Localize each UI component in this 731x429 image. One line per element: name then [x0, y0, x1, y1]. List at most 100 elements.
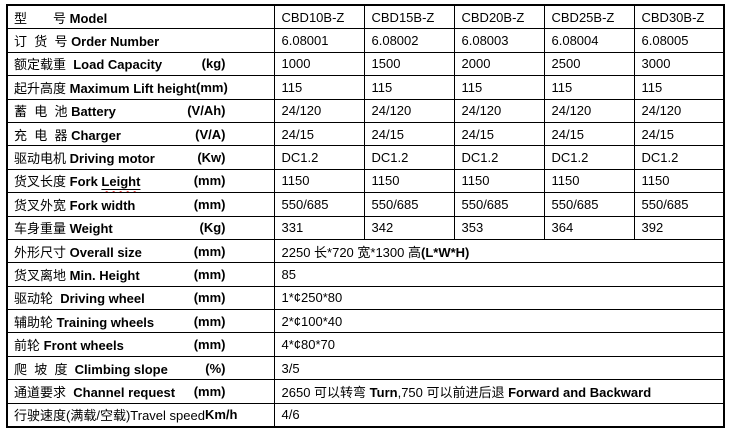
row-label-cell: 行驶速度(满载/空载)Travel speed Km/h — [6, 402, 275, 428]
spec-span-segment: 2650 可以转弯 — [281, 384, 370, 400]
row-label-cell: 前轮 Front wheels (mm) — [6, 332, 275, 357]
row-label: 爬 坡 度 Climbing slope — [14, 359, 168, 378]
row-label: 货叉长度 Fork Leight — [14, 171, 140, 190]
table-row: 行驶速度(满载/空载)Travel speed Km/h 4/6 — [6, 402, 725, 428]
row-label: 车身重量 Weight — [14, 218, 113, 237]
spec-span-cell: 3/5 — [273, 355, 725, 381]
row-label-en: Leight — [101, 174, 140, 189]
row-label-en: Load Capacity — [73, 57, 163, 73]
row-label-cell: 充 电 器 Charger (V/A) — [6, 121, 275, 147]
spec-value-cell: DC1.2 — [633, 145, 725, 170]
row-label-zh: 蓄 电 池 — [14, 104, 72, 120]
spec-span-segment: ,750 可以前进后退 — [397, 384, 509, 400]
row-label-en: Driving motor — [69, 151, 155, 167]
spec-value-cell: 331 — [273, 215, 365, 240]
row-label: 充 电 器 Charger — [14, 125, 121, 144]
spec-value-cell: 1000 — [273, 51, 365, 77]
row-label-wrap: 货叉离地 Min. Height (mm) — [14, 265, 273, 284]
spec-value-cell: 24/120 — [453, 98, 545, 123]
spec-value-cell: 24/15 — [273, 121, 365, 147]
spec-value-cell: 115 — [543, 75, 635, 100]
row-label-zh: 辅助轮 — [14, 314, 57, 330]
row-unit-label: (Kg) — [199, 220, 226, 236]
spec-span-segment: (L*W*H) — [420, 244, 470, 260]
table-row: 蓄 电 池 Battery (V/Ah) 24/120 24/120 24/120 24/… — [6, 98, 725, 123]
row-label-en: Min. Height — [69, 267, 140, 283]
row-label-en: Charger — [71, 127, 121, 143]
spec-span-cell: 2250 长*720 宽*1300 高(L*W*H) — [273, 238, 725, 264]
row-label-en: Fork — [69, 174, 102, 190]
row-label-wrap: 型 号 Model — [14, 8, 273, 27]
spec-value-cell: 6.08005 — [633, 28, 725, 53]
row-label: 行驶速度(满载/空载)Travel speed — [14, 405, 205, 424]
row-label-zh: 驱动电机 — [14, 151, 70, 167]
row-label-zh: 货叉外宽 — [14, 197, 70, 213]
spec-value-cell: 1500 — [363, 51, 455, 77]
table-row: 额定载重 Load Capacity (kg) 1000 1500 2000 2500 30… — [6, 51, 725, 77]
table-row: 前轮 Front wheels (mm) 4*¢80*70 — [6, 332, 725, 357]
table-row: 货叉长度 Fork Leight (mm) 1150 1150 1150 1150 1150 — [6, 168, 725, 194]
row-label-cell: 货叉长度 Fork Leight (mm) — [6, 168, 275, 194]
row-label-en: Maximum Lift height — [69, 80, 197, 96]
row-unit-label: (mm) — [193, 173, 226, 189]
row-label-zh: 爬 坡 度 — [14, 361, 75, 377]
row-label-cell: 货叉外宽 Fork width (mm) — [6, 192, 275, 217]
row-unit-label: (Kw) — [197, 150, 226, 166]
row-label-en: Overall size — [69, 244, 142, 260]
row-label-zh: 行驶速度(满载/空载) — [14, 408, 131, 424]
spec-value-cell: 6.08002 — [363, 28, 455, 53]
row-unit-label: (%) — [205, 360, 226, 376]
row-label: 额定载重 Load Capacity — [14, 54, 162, 73]
row-label-en: Channel request — [73, 384, 176, 400]
spec-value-cell: DC1.2 — [363, 145, 455, 170]
spec-span-cell: 2650 可以转弯 Turn,750 可以前进后退 Forward and Ba… — [273, 379, 725, 404]
spec-value-cell: 550/685 — [543, 192, 635, 217]
row-unit-label: (mm) — [193, 337, 226, 353]
spec-value-cell: 1150 — [633, 168, 725, 194]
spec-value-cell: 24/120 — [273, 98, 365, 123]
spec-value-cell: DC1.2 — [543, 145, 635, 170]
spec-span-cell: 4/6 — [273, 402, 725, 428]
row-label: 通道要求 Channel request — [14, 382, 175, 401]
spec-span-segment: Turn — [369, 384, 398, 400]
row-label-cell: 货叉离地 Min. Height (mm) — [6, 262, 275, 287]
row-label-cell: 爬 坡 度 Climbing slope (%) — [6, 355, 275, 381]
misspelled-word: Leight — [101, 174, 140, 189]
spec-value-cell: 6.08003 — [453, 28, 545, 53]
spec-value-cell: 550/685 — [633, 192, 725, 217]
row-label-cell: 辅助轮 Training wheels (mm) — [6, 309, 275, 334]
row-unit-label: (V/Ah) — [187, 103, 226, 119]
spec-span-segment: 3/5 — [281, 360, 300, 376]
row-label-en: Driving wheel — [60, 291, 145, 307]
spec-value-cell: 2500 — [543, 51, 635, 77]
row-label-zh: 前轮 — [14, 338, 44, 354]
row-label-zh: 起升高度 — [14, 80, 70, 96]
spec-value-cell: CBD25B-Z — [543, 4, 635, 30]
row-label-en: Model — [69, 10, 108, 26]
table-row: 充 电 器 Charger (V/A) 24/15 24/15 24/15 24/15 24… — [6, 121, 725, 147]
spec-value-cell: 24/15 — [363, 121, 455, 147]
row-label-wrap: 驱动电机 Driving motor (Kw) — [14, 148, 273, 167]
spec-value-cell: 1150 — [453, 168, 545, 194]
row-label: 蓄 电 池 Battery — [14, 101, 116, 120]
row-label-wrap: 车身重量 Weight (Kg) — [14, 218, 273, 237]
spec-value-cell: 115 — [273, 75, 365, 100]
spec-table: 型 号 Model CBD10B-Z CBD15B-Z CBD20B-Z CBD25B-… — [6, 4, 725, 429]
row-unit-label: (mm) — [193, 313, 226, 329]
row-label-cell: 驱动电机 Driving motor (Kw) — [6, 145, 275, 170]
table-row: 辅助轮 Training wheels (mm) 2*¢100*40 — [6, 309, 725, 334]
spec-value-cell: CBD15B-Z — [363, 4, 455, 30]
spec-span-segment: 2250 长*720 宽*1300 高 — [281, 244, 421, 260]
row-label: 货叉外宽 Fork width — [14, 195, 135, 214]
row-label-wrap: 前轮 Front wheels (mm) — [14, 335, 273, 354]
table-row: 通道要求 Channel request (mm) 2650 可以转弯 Turn,7… — [6, 379, 725, 404]
spec-span-segment: 1*¢250*80 — [281, 290, 343, 306]
spec-value-cell: 1150 — [363, 168, 455, 194]
spec-value-cell: DC1.2 — [453, 145, 545, 170]
spec-span-segment: 4/6 — [281, 407, 300, 423]
row-label-wrap: 辅助轮 Training wheels (mm) — [14, 312, 273, 331]
spec-span-cell: 2*¢100*40 — [273, 309, 725, 334]
spec-value-cell: 6.08001 — [273, 28, 365, 53]
spec-value-cell: 1150 — [543, 168, 635, 194]
row-unit-label: (mm) — [193, 243, 226, 259]
